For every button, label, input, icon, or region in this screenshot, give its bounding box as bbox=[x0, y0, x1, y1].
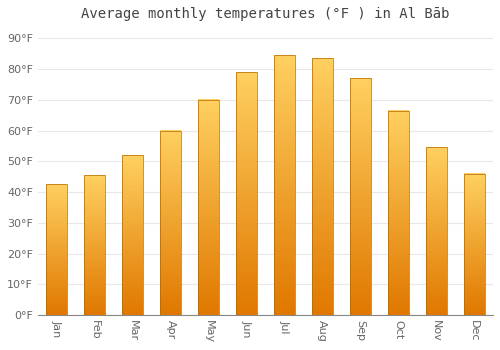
Bar bbox=[426, 147, 446, 315]
Title: Average monthly temperatures (°F ) in Al Bāb: Average monthly temperatures (°F ) in Al… bbox=[81, 7, 450, 21]
Bar bbox=[464, 174, 484, 315]
Bar bbox=[464, 174, 484, 315]
Bar bbox=[350, 78, 370, 315]
Bar bbox=[236, 72, 257, 315]
Bar bbox=[312, 58, 333, 315]
Bar bbox=[426, 147, 446, 315]
Bar bbox=[122, 155, 143, 315]
Bar bbox=[274, 55, 295, 315]
Bar bbox=[236, 72, 257, 315]
Bar bbox=[160, 131, 181, 315]
Bar bbox=[84, 175, 105, 315]
Bar bbox=[122, 155, 143, 315]
Bar bbox=[46, 184, 67, 315]
Bar bbox=[160, 131, 181, 315]
Bar bbox=[388, 111, 408, 315]
Bar bbox=[350, 78, 370, 315]
Bar bbox=[312, 58, 333, 315]
Bar bbox=[84, 175, 105, 315]
Bar bbox=[46, 184, 67, 315]
Bar bbox=[274, 55, 295, 315]
Bar bbox=[198, 100, 219, 315]
Bar bbox=[198, 100, 219, 315]
Bar bbox=[388, 111, 408, 315]
